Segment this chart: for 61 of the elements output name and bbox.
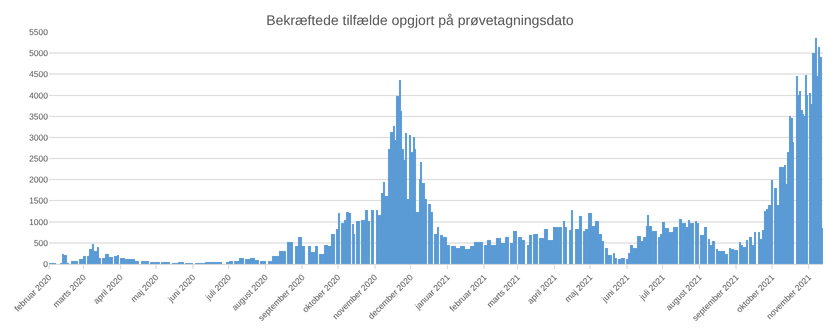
bar [298,237,302,264]
bar [758,232,760,264]
bar [420,162,422,264]
y-tick-label: 5000 [29,48,48,58]
bar [630,245,633,264]
bar [71,261,75,264]
bar [764,211,766,264]
bar [729,248,731,264]
y-tick-label: 5500 [29,26,48,37]
bar [654,231,657,264]
bar [105,254,109,264]
bar [437,227,439,264]
bar [338,213,340,264]
bar [704,227,707,264]
bar [771,180,773,264]
y-tick-label: 4500 [29,69,48,80]
bar [647,215,649,264]
bar [505,237,509,264]
y-tick-label: 1000 [29,216,48,227]
bar [409,135,411,264]
y-tick-label: 2000 [29,174,48,185]
bar [376,210,378,264]
bar [405,133,407,264]
bar [779,167,781,264]
y-tick-label: 0 [43,258,48,269]
bar [79,259,83,264]
bar [371,210,374,264]
bar [272,256,275,264]
y-tick-label: 2500 [29,154,48,164]
bar [102,258,105,264]
bar [64,255,67,264]
bar [754,232,756,264]
y-tick-label: 3500 [29,111,48,122]
y-tick-label: 4000 [29,90,48,100]
bar [97,247,99,264]
bar [621,258,625,264]
bar [571,210,573,264]
bar [662,222,665,264]
bar [749,237,752,264]
bar [637,236,641,264]
bar [83,256,86,264]
bar [618,259,621,264]
y-tick-label: 3000 [29,132,48,142]
bar [62,254,64,264]
bar [588,213,592,264]
bar [522,240,525,264]
bar [279,251,283,264]
chart-title: Bekræftede tilfælde opgjort på prøvetagningsdato [266,12,574,28]
bar [92,244,94,264]
bar [690,223,694,264]
bar [595,221,599,264]
y-tick-label: 500 [34,238,48,248]
bar [746,240,748,264]
bar [679,219,682,264]
bar [349,213,351,264]
bar [443,237,447,264]
bar [109,257,113,264]
y-tick-label: 1500 [29,196,48,206]
bar [579,216,582,264]
bar [712,241,715,264]
bar [308,246,311,264]
